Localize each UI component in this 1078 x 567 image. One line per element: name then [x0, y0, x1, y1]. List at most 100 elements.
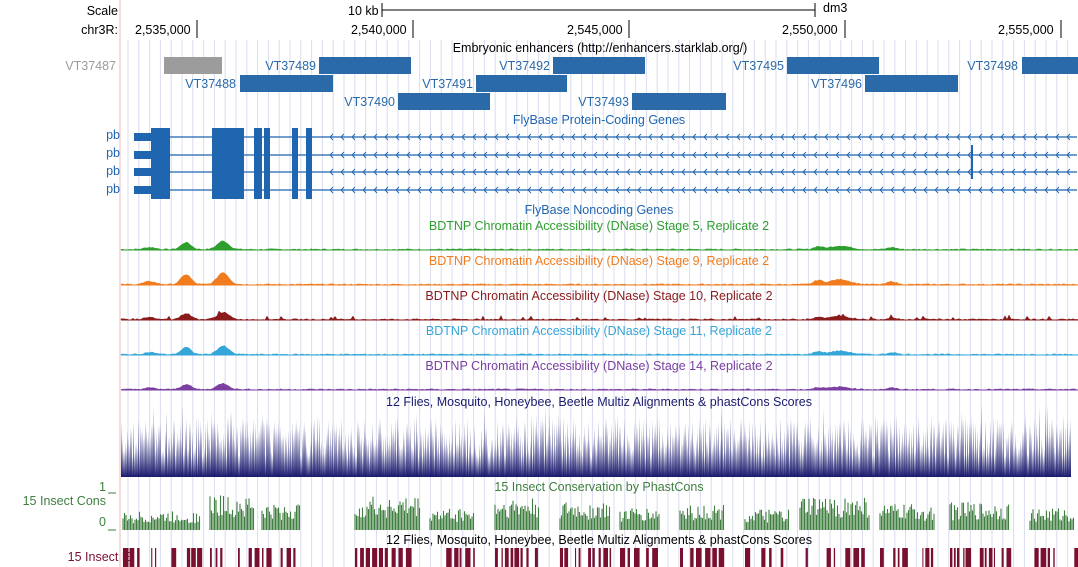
coding-exon[interactable]: [254, 128, 262, 146]
strand-arrow: [670, 133, 675, 141]
utr-exon[interactable]: [134, 168, 151, 176]
strand-arrow: [329, 133, 334, 141]
strand-arrow: [483, 186, 488, 194]
enhancer-label-vt37495[interactable]: VT37495: [733, 59, 784, 73]
enhancer-feature-vt37491[interactable]: [476, 75, 567, 92]
strand-arrow: [967, 133, 972, 141]
multiz-conservation-bars[interactable]: [121, 403, 1071, 477]
coding-exon[interactable]: [264, 128, 270, 146]
enhancer-feature-vt37492[interactable]: [553, 57, 645, 74]
coding-exon[interactable]: [151, 128, 170, 146]
coding-exon[interactable]: [264, 163, 270, 181]
dnase-signal[interactable]: [120, 382, 1078, 391]
strand-arrow: [879, 133, 884, 141]
strand-arrow: [703, 151, 708, 159]
enhancer-label-vt37490[interactable]: VT37490: [344, 95, 395, 109]
phastcons-side-label[interactable]: 15 Insect Cons: [22, 494, 106, 508]
strand-arrow: [417, 151, 422, 159]
transcript-label[interactable]: pb: [106, 164, 120, 178]
strand-arrow: [494, 151, 499, 159]
strand-arrow: [329, 186, 334, 194]
transcript-label[interactable]: pb: [106, 128, 120, 142]
strand-arrow: [835, 168, 840, 176]
strand-arrow: [1033, 133, 1038, 141]
protein-coding-gene-track[interactable]: [134, 128, 1077, 199]
strand-arrow: [1000, 186, 1005, 194]
coding-exon[interactable]: [292, 163, 298, 181]
dnase-tracks[interactable]: [120, 240, 1078, 391]
enhancer-feature-vt37489[interactable]: [319, 57, 411, 74]
dnase-signal[interactable]: [120, 272, 1078, 286]
dnase-signal[interactable]: [120, 310, 1078, 321]
coding-exon[interactable]: [264, 181, 270, 199]
enhancer-feature-vt37496[interactable]: [865, 75, 958, 92]
transcript-label[interactable]: pb: [106, 146, 120, 160]
enhancer-feature-vt37488[interactable]: [240, 75, 333, 92]
dnase-signal[interactable]: [120, 240, 1078, 251]
coding-exon[interactable]: [306, 128, 312, 146]
coding-exon[interactable]: [212, 146, 244, 164]
coding-exon[interactable]: [212, 128, 244, 146]
strand-arrow: [769, 186, 774, 194]
multiz-alignment-track[interactable]: [121, 403, 1071, 477]
elements-side-label[interactable]: 15 Insect El: [67, 550, 133, 564]
enhancer-feature-vt37495[interactable]: [787, 57, 879, 74]
enhancer-label-vt37498[interactable]: VT37498: [967, 59, 1018, 73]
strand-arrow: [604, 151, 609, 159]
utr-exon[interactable]: [134, 151, 151, 159]
enhancer-feature-vt37498[interactable]: [1022, 57, 1078, 74]
coding-exon[interactable]: [151, 181, 170, 199]
strand-arrow: [340, 133, 345, 141]
coding-exon[interactable]: [212, 181, 244, 199]
coding-exon[interactable]: [306, 181, 312, 199]
coding-exon[interactable]: [306, 163, 312, 181]
coding-exon[interactable]: [264, 146, 270, 164]
phastcons-track[interactable]: [108, 492, 1075, 531]
enhancer-label-vt37487[interactable]: VT37487: [65, 59, 116, 73]
utr-exon[interactable]: [134, 186, 151, 194]
strand-arrow: [406, 133, 411, 141]
noncoding-track-title: FlyBase Noncoding Genes: [524, 203, 674, 217]
base-position-ruler[interactable]: [196, 3, 1062, 38]
strand-arrow: [362, 133, 367, 141]
strand-arrow: [901, 186, 906, 194]
enhancer-label-vt37493[interactable]: VT37493: [578, 95, 629, 109]
coding-exon[interactable]: [254, 181, 262, 199]
coding-exon[interactable]: [292, 181, 298, 199]
transcript-label[interactable]: pb: [106, 182, 120, 196]
strand-arrow: [384, 186, 389, 194]
phastcons-score-bars[interactable]: [122, 495, 1075, 531]
enhancer-feature-vt37490[interactable]: [398, 93, 490, 110]
conserved-element-blocks[interactable]: [123, 548, 1078, 567]
strand-arrow: [659, 186, 664, 194]
strand-arrow: [406, 186, 411, 194]
coding-exon[interactable]: [151, 146, 170, 164]
enhancer-feature-vt37493[interactable]: [632, 93, 726, 110]
coding-exon[interactable]: [292, 146, 298, 164]
conserved-elements-track[interactable]: [123, 548, 1078, 567]
enhancer-label-vt37491[interactable]: VT37491: [422, 77, 473, 91]
coding-exon[interactable]: [292, 128, 298, 146]
coding-exon[interactable]: [254, 146, 262, 164]
enhancer-label-vt37488[interactable]: VT37488: [185, 77, 236, 91]
strand-arrow: [989, 151, 994, 159]
dnase-signal[interactable]: [120, 345, 1078, 356]
dnase-stage11-title: BDTNP Chromatin Accessibility (DNase) St…: [425, 324, 773, 338]
strand-arrow: [780, 133, 785, 141]
enhancer-feature-vt37487[interactable]: [164, 57, 222, 74]
coding-exon[interactable]: [212, 163, 244, 181]
utr-exon[interactable]: [134, 133, 151, 141]
enhancer-label-vt37496[interactable]: VT37496: [811, 77, 862, 91]
coding-exon[interactable]: [254, 163, 262, 181]
strand-arrow: [516, 133, 521, 141]
coding-exon[interactable]: [971, 145, 973, 179]
strand-arrow: [648, 133, 653, 141]
strand-arrow: [340, 168, 345, 176]
coding-exon[interactable]: [151, 163, 170, 181]
enhancer-track-title: Embryonic enhancers (http://enhancers.st…: [452, 41, 748, 55]
enhancer-label-vt37492[interactable]: VT37492: [499, 59, 550, 73]
enhancer-label-vt37489[interactable]: VT37489: [265, 59, 316, 73]
coding-exon[interactable]: [306, 146, 312, 164]
strand-arrow: [483, 151, 488, 159]
